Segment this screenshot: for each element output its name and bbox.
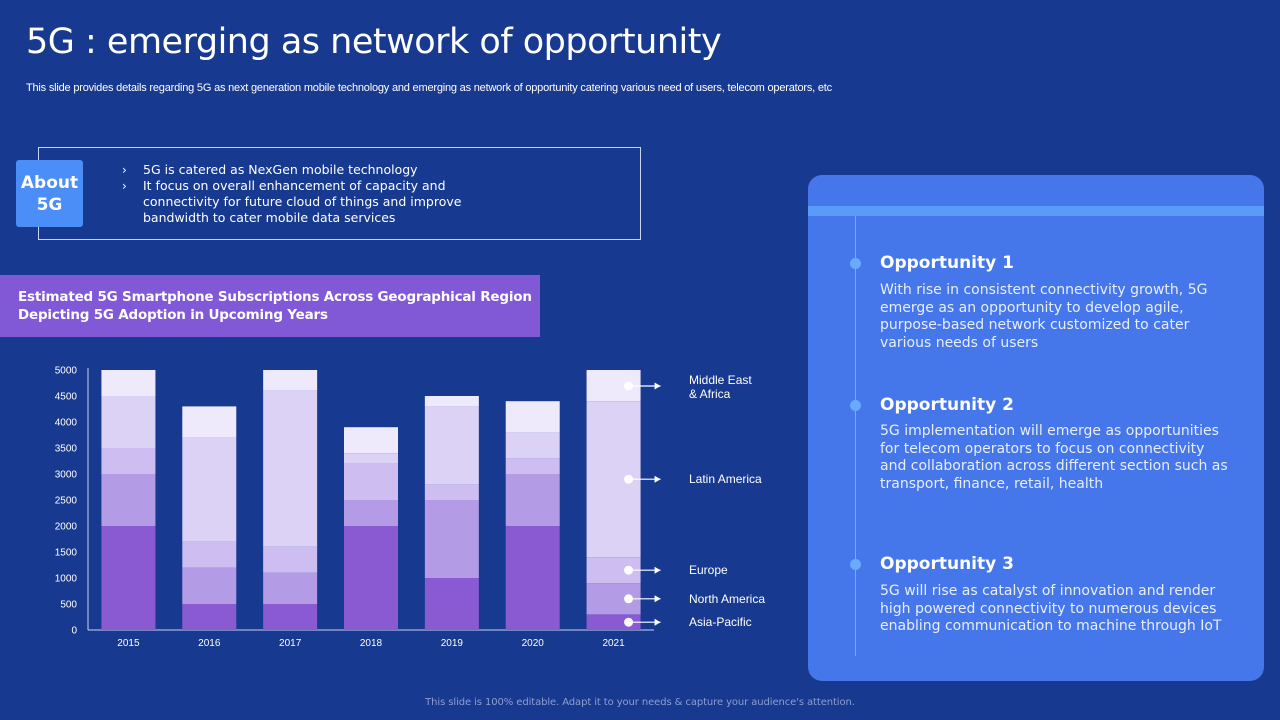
footer-note: This slide is 100% editable. Adapt it to…	[425, 697, 855, 708]
opportunity-3-heading: Opportunity 3	[880, 554, 1014, 574]
x-tick-label: 2015	[117, 638, 140, 649]
bar-segment-asia-pacific-2018	[344, 526, 398, 630]
bar-segment-latin-america-2017	[263, 390, 318, 547]
bar-segment-middle-east-africa-2020	[505, 401, 560, 433]
about-5g-tag: About 5G	[16, 160, 83, 227]
bar-segment-north-america-2018	[344, 500, 398, 526]
timeline-dot-icon	[850, 559, 861, 570]
page-title: 5G : emerging as network of opportunity	[26, 22, 722, 62]
bar-segment-north-america-2015	[101, 474, 156, 526]
bar-segment-europe-2018	[344, 463, 398, 500]
bar-segment-europe-2017	[263, 546, 318, 573]
bar-segment-north-america-2020	[505, 474, 560, 526]
y-tick-label: 2000	[55, 522, 78, 533]
timeline-line	[855, 216, 856, 656]
bar-segment-latin-america-2018	[344, 453, 398, 464]
bar-segment-north-america-2016	[182, 567, 237, 604]
bar-segment-europe-2020	[505, 458, 560, 474]
bar-segment-asia-pacific-2015	[101, 526, 156, 630]
legend-label-line: Europe	[689, 563, 728, 577]
about-tag-line2: 5G	[36, 194, 63, 215]
y-tick-label: 0	[71, 626, 77, 637]
bar-segment-middle-east-africa-2016	[182, 406, 237, 438]
bar-segment-europe-2019	[424, 484, 479, 500]
bar-segment-middle-east-africa-2015	[101, 370, 156, 396]
bar-segment-latin-america-2016	[182, 437, 237, 542]
about-bullet-text-2: It focus on overall enhancement of capac…	[143, 178, 462, 225]
y-tick-label: 4500	[55, 392, 78, 403]
bar-segment-middle-east-africa-2018	[344, 427, 398, 454]
about-bullet-text-1: 5G is catered as NexGen mobile technolog…	[143, 162, 418, 177]
legend-label-line: North America	[689, 592, 765, 606]
bar-segment-north-america-2017	[263, 572, 318, 604]
y-tick-label: 4000	[55, 418, 78, 429]
bar-segment-asia-pacific-2019	[424, 578, 479, 630]
x-tick-label: 2017	[279, 638, 302, 649]
arrow-right-icon	[654, 618, 661, 626]
legend-label: Latin America	[689, 472, 762, 486]
bar-segment-asia-pacific-2017	[263, 604, 318, 630]
x-tick-label: 2019	[441, 638, 464, 649]
x-tick-label: 2018	[360, 638, 383, 649]
legend-label: North America	[689, 592, 765, 606]
arrow-right-icon	[654, 595, 661, 603]
chart-banner-line2: Depicting 5G Adoption in Upcoming Years	[18, 307, 328, 323]
chevron-right-icon: ›	[122, 163, 127, 177]
opportunities-card: Opportunity 1 With rise in consistent co…	[808, 175, 1264, 681]
arrow-right-icon	[654, 382, 661, 390]
x-tick-label: 2020	[522, 638, 545, 649]
x-tick-label: 2016	[198, 638, 221, 649]
about-tag-line1: About	[20, 172, 79, 193]
y-tick-label: 500	[60, 600, 77, 611]
timeline-dot-icon	[850, 400, 861, 411]
subscriptions-stacked-bar-chart: 0 500 1000 1500 2000 2500 3000 3500 4000 4500 5000…	[55, 366, 766, 650]
bar-segment-middle-east-africa-2017	[263, 370, 318, 391]
bar-segment-asia-pacific-2020	[505, 526, 560, 630]
legend-label-line: & Africa	[689, 387, 731, 401]
y-tick-label: 1000	[55, 574, 78, 585]
arrow-right-icon	[654, 566, 661, 574]
y-tick-label: 2500	[55, 496, 78, 507]
chart-banner-line1: Estimated 5G Smartphone Subscriptions Ac…	[18, 289, 532, 305]
bar-segment-middle-east-africa-2019	[424, 396, 479, 407]
chart-banner: Estimated 5G Smartphone Subscriptions Ac…	[0, 275, 540, 337]
opportunity-1-text: With rise in consistent connectivity gro…	[880, 282, 1208, 351]
legend-label-line: Latin America	[689, 472, 762, 486]
about-5g-list: › 5G is catered as NexGen mobile technolo…	[122, 162, 462, 226]
opportunity-3-text: 5G will rise as catalyst of innovation a…	[880, 583, 1222, 634]
bar-segment-asia-pacific-2016	[182, 604, 237, 630]
y-tick-label: 5000	[55, 366, 78, 377]
chevron-right-icon: ›	[122, 179, 127, 193]
bar-segment-europe-2015	[101, 448, 156, 474]
opportunity-2-heading: Opportunity 2	[880, 395, 1014, 415]
about-bullet-2: › It focus on overall enhancement of capa…	[122, 178, 462, 226]
x-tick-label: 2021	[602, 638, 625, 649]
legend-label: Middle East & Africa	[689, 373, 752, 401]
bar-segment-latin-america-2015	[101, 396, 156, 448]
bar-segment-north-america-2019	[424, 500, 479, 578]
arrow-right-icon	[654, 475, 661, 483]
y-tick-label: 1500	[55, 548, 78, 559]
bar-segment-latin-america-2019	[424, 406, 479, 485]
page-subtitle: This slide provides details regarding 5G…	[26, 82, 832, 94]
bar-segment-latin-america-2020	[505, 432, 560, 459]
y-tick-label: 3500	[55, 444, 78, 455]
card-top-strip	[808, 206, 1264, 216]
legend-label-line: Middle East	[689, 373, 752, 387]
legend-label: Europe	[689, 563, 728, 577]
y-tick-label: 3000	[55, 470, 78, 481]
timeline-dot-icon	[850, 258, 861, 269]
legend-label-line: Asia-Pacific	[689, 615, 752, 629]
about-bullet-1: › 5G is catered as NexGen mobile technolo…	[122, 162, 462, 178]
legend-label: Asia-Pacific	[689, 615, 752, 629]
opportunity-1-heading: Opportunity 1	[880, 253, 1014, 273]
bar-segment-europe-2016	[182, 541, 237, 568]
opportunity-2-text: 5G implementation will emerge as opportu…	[880, 423, 1228, 492]
